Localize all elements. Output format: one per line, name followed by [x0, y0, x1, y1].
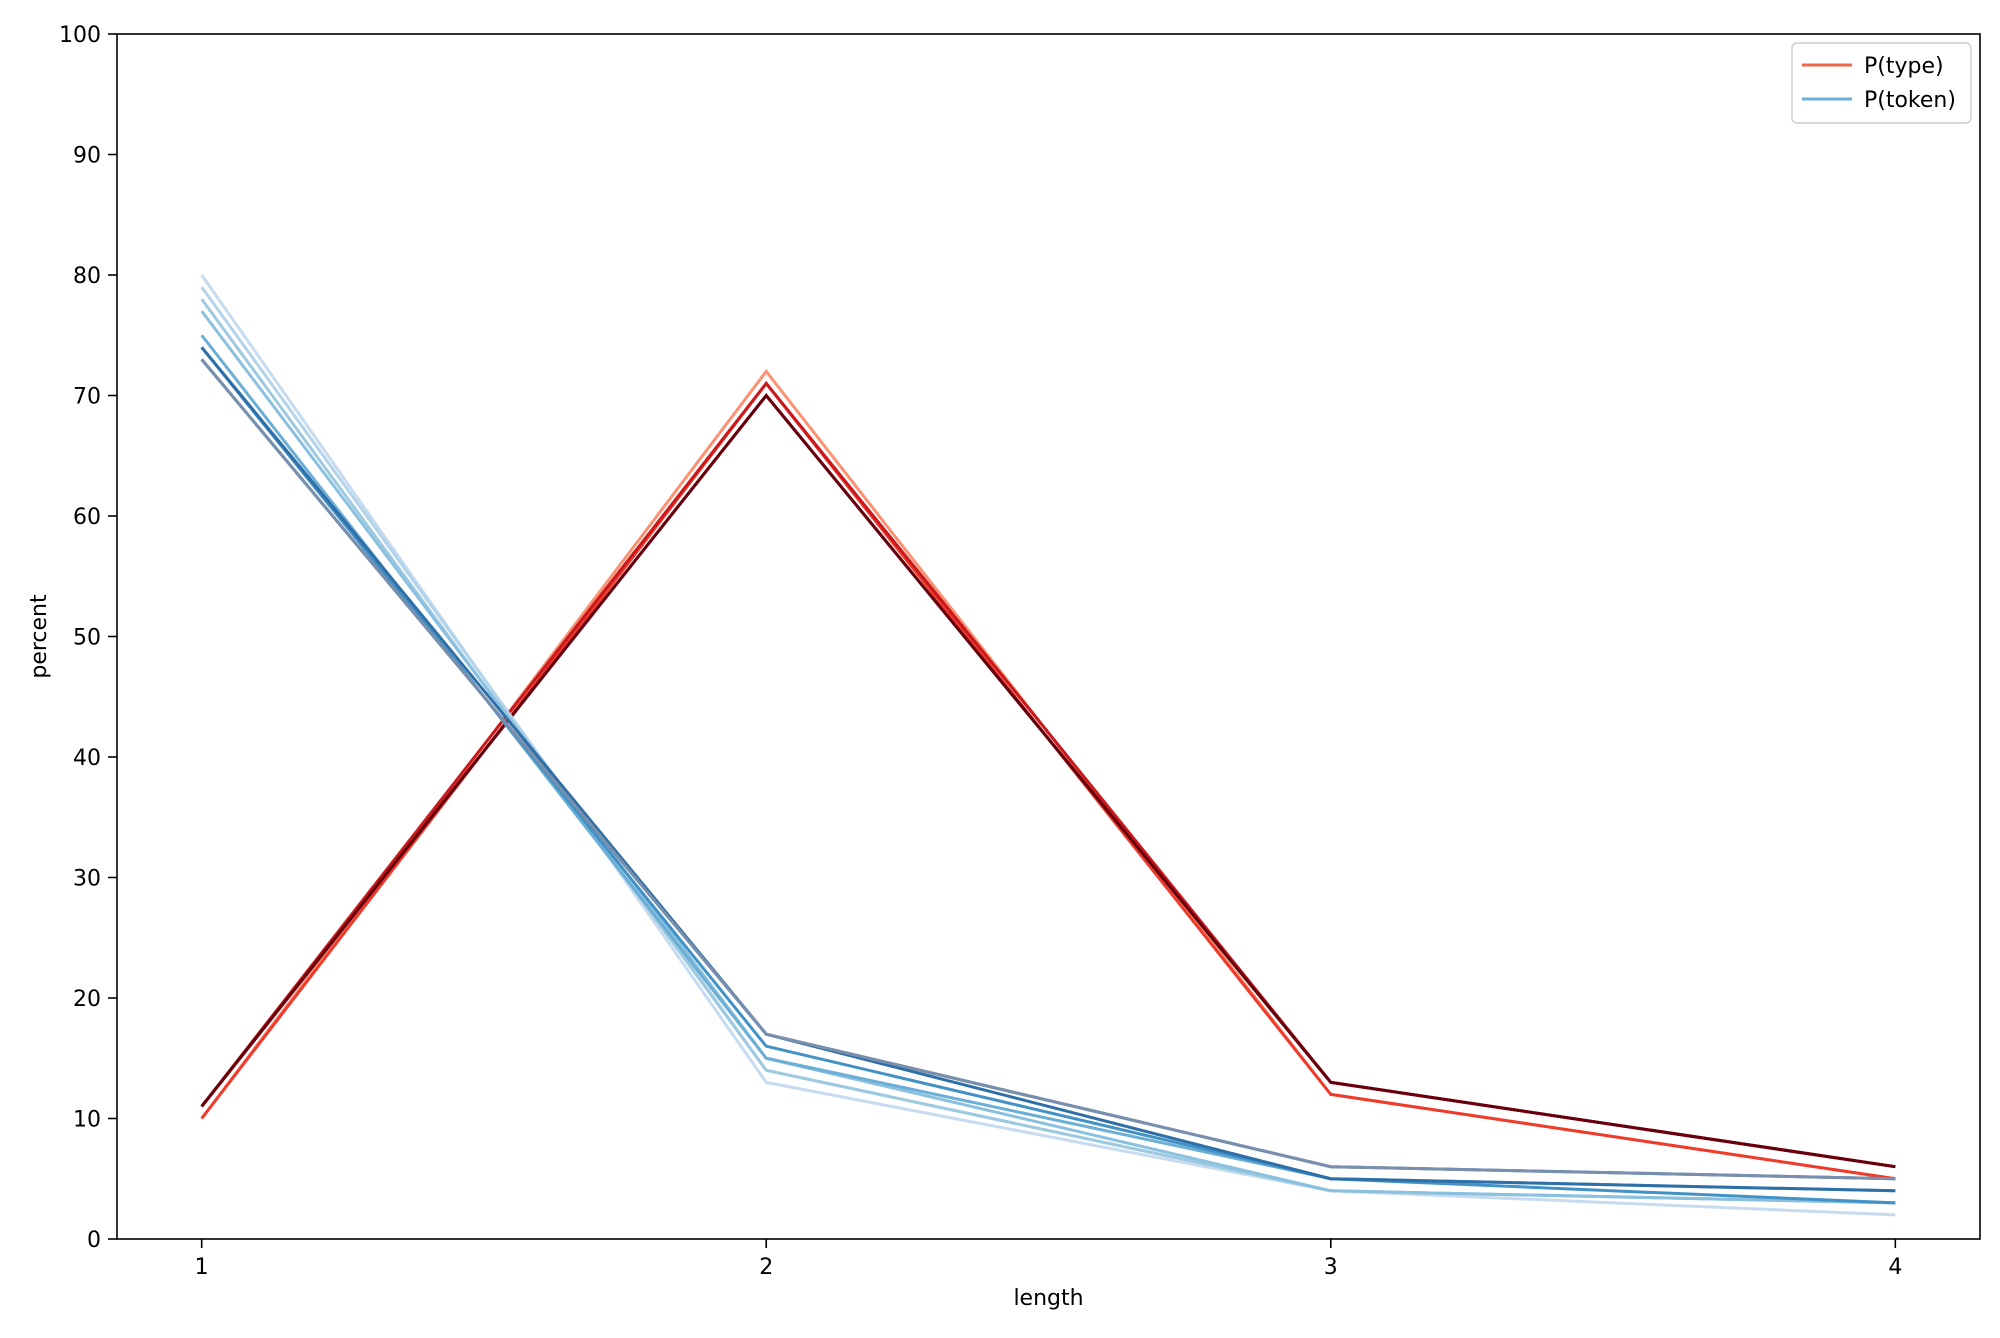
x-tick-label: 3: [1324, 1255, 1338, 1280]
token-series-line-10: [200, 346, 1896, 1205]
x-tick-label: 1: [195, 1255, 209, 1280]
token-series-line-12: [200, 358, 1896, 1181]
type-series-line-2: [200, 381, 1896, 1169]
y-tick-label: 40: [73, 746, 101, 771]
token-series-line-9: [200, 334, 1896, 1193]
series-layer: [200, 274, 1896, 1217]
y-tick-label: 60: [73, 505, 101, 530]
legend-label-type: P(type): [1864, 54, 1944, 79]
token-series-line-7: [200, 298, 1896, 1205]
y-tick-label: 100: [59, 23, 101, 48]
token-series-line-13: [200, 358, 1896, 1181]
y-axis-label: percent: [27, 594, 52, 679]
y-tick-label: 30: [73, 867, 101, 892]
token-series-line-5: [200, 274, 1896, 1217]
y-tick-label: 20: [73, 987, 101, 1012]
legend-box: [1791, 42, 1972, 124]
y-tick-label: 0: [87, 1228, 101, 1253]
y-tick-label: 90: [73, 144, 101, 169]
legend: P(type) P(token): [1791, 42, 1972, 124]
token-series-line-11: [200, 346, 1896, 1193]
legend-label-token: P(token): [1864, 88, 1956, 113]
y-tick-label: 80: [73, 264, 101, 289]
plot-frame: [116, 33, 1981, 1240]
y-tick-label: 70: [73, 385, 101, 410]
type-series-line-4: [200, 393, 1896, 1169]
token-series-line-8: [200, 310, 1896, 1205]
y-tick-label: 50: [73, 626, 101, 651]
y-tick-label: 10: [73, 1108, 101, 1133]
token-series-line-6: [200, 286, 1896, 1205]
x-tick-label: 4: [1888, 1255, 1902, 1280]
type-series-line-0: [200, 368, 1896, 1181]
x-tick-label: 2: [759, 1255, 773, 1280]
x-axis-label: length: [1013, 1286, 1083, 1311]
